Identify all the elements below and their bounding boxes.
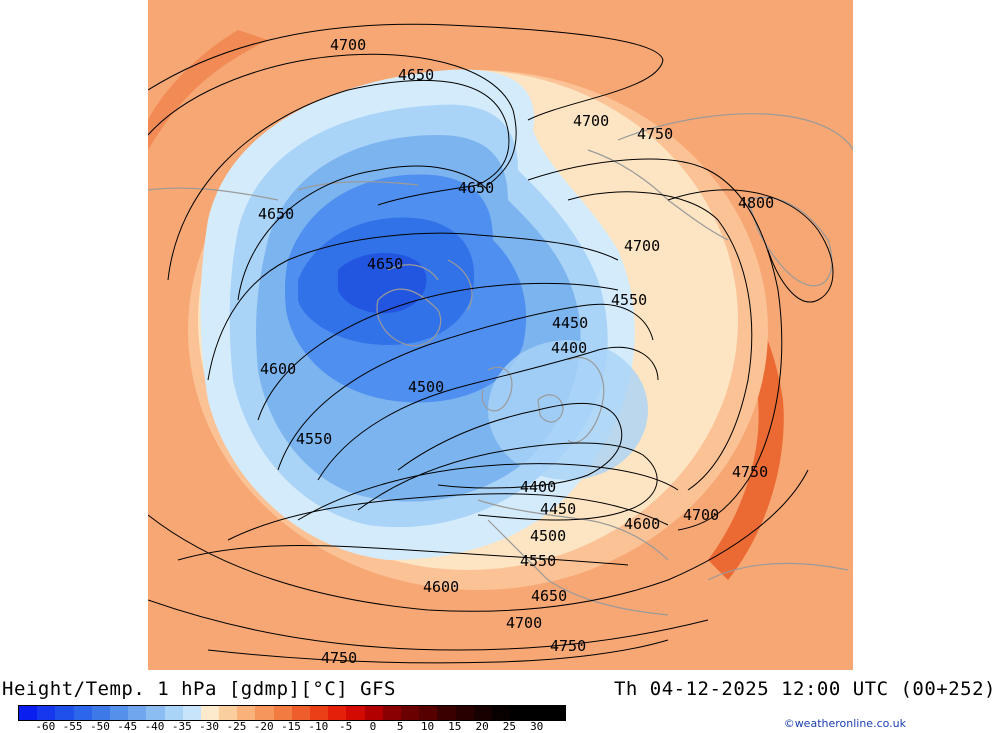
scale-tick-label: -5: [338, 720, 353, 733]
height-contours: [148, 23, 834, 664]
scale-tick-label: 5: [396, 720, 404, 733]
scale-swatch: [73, 706, 92, 720]
scale-swatch: [237, 706, 256, 720]
scale-tick-label: 30: [530, 720, 544, 733]
contour-label: 4450: [540, 500, 576, 518]
scale-swatch: [19, 706, 38, 720]
low-center-zone: [488, 340, 648, 480]
contour-label: 4550: [296, 430, 332, 448]
scale-swatch: [510, 706, 529, 720]
scale-swatch: [182, 706, 201, 720]
weather-map: 4700 4650 4700 4750 4650 4800 4650 4700 …: [148, 0, 853, 670]
scale-tick-label: -55: [62, 720, 83, 733]
scale-tick-label: -20: [253, 720, 274, 733]
scale-tick-label: -10: [308, 720, 329, 733]
contour-label: 4700: [506, 614, 542, 632]
credit-link[interactable]: ©weatheronline.co.uk: [783, 717, 906, 730]
contour-label: 4450: [552, 314, 588, 332]
scale-swatch: [346, 706, 365, 720]
contour-label: 4550: [520, 552, 556, 570]
scale-tick-label: 15: [448, 720, 462, 733]
contour-label: 4500: [408, 378, 444, 396]
contour-label: 4650: [367, 255, 403, 273]
scale-swatch: [546, 706, 565, 720]
contour-label: 4700: [624, 237, 660, 255]
contour-label: 4650: [458, 179, 494, 197]
contour-label: 4650: [258, 205, 294, 223]
scale-tick-label: -25: [226, 720, 247, 733]
scale-swatch: [328, 706, 347, 720]
scale-tick-label: -35: [171, 720, 192, 733]
scale-swatch: [473, 706, 492, 720]
contour-label: 4650: [531, 587, 567, 605]
contour-label: 4750: [550, 637, 586, 655]
contour-label: 4650: [398, 66, 434, 84]
contour-label: 4700: [330, 36, 366, 54]
warm-band-west: [148, 30, 268, 150]
scale-swatch: [491, 706, 511, 720]
contour-label: 4750: [637, 125, 673, 143]
contour-label: 4400: [520, 478, 556, 496]
scale-swatch: [55, 706, 74, 720]
scale-swatch: [200, 706, 220, 720]
scale-swatch: [291, 706, 310, 720]
color-scale: [18, 705, 566, 721]
contour-label: 4750: [732, 463, 768, 481]
contour-label: 4600: [260, 360, 296, 378]
scale-swatch: [255, 706, 274, 720]
scale-tick-label: 10: [420, 720, 435, 733]
scale-swatch: [400, 706, 420, 720]
contour-label: 4600: [423, 578, 459, 596]
scale-tick-label: -15: [281, 720, 301, 733]
scale-tick-label: -45: [117, 720, 138, 733]
chart-title: Height/Temp. 1 hPa [gdmp][°C] GFS: [2, 678, 396, 700]
contour-label: 4550: [611, 291, 647, 309]
scale-swatch: [528, 706, 547, 720]
scale-swatch: [109, 706, 129, 720]
contour-label: 4700: [573, 112, 609, 130]
cold-core-deep: [338, 252, 427, 314]
scale-tick-label: -60: [35, 720, 56, 733]
scale-swatch: [455, 706, 474, 720]
scale-tick-label: -30: [199, 720, 220, 733]
scale-swatch: [419, 706, 438, 720]
contour-label: 4750: [321, 649, 357, 667]
coastlines: [148, 113, 853, 616]
scale-swatch: [273, 706, 292, 720]
scale-swatch: [437, 706, 456, 720]
contour-label: 4400: [551, 339, 587, 357]
scale-swatch: [164, 706, 183, 720]
contour-label: 4700: [683, 506, 719, 524]
scale-tick-label: 20: [475, 720, 489, 733]
scale-swatch: [382, 706, 401, 720]
scale-swatch: [310, 706, 329, 720]
scale-swatch: [128, 706, 147, 720]
scale-swatch: [37, 706, 56, 720]
scale-swatch: [219, 706, 238, 720]
scale-tick-label: -50: [89, 720, 110, 733]
valid-time: Th 04-12-2025 12:00 UTC (00+252): [613, 678, 996, 700]
contour-label: 4500: [530, 527, 566, 545]
contour-label: 4800: [738, 194, 774, 212]
scale-tick-label: 25: [502, 720, 517, 733]
color-scale-ticks: -60 -55 -50 -45 -40 -35 -30 -25 -20 -15 -10 -5 0 5 10 1…: [18, 720, 564, 733]
scale-swatch: [146, 706, 165, 720]
scale-tick-label: -40: [144, 720, 165, 733]
scale-swatch: [364, 706, 383, 720]
scale-tick-label: 0: [369, 720, 377, 733]
contour-labels: 4700 4650 4700 4750 4650 4800 4650 4700 …: [258, 36, 774, 667]
scale-swatch: [91, 706, 110, 720]
contour-label: 4600: [624, 515, 660, 533]
